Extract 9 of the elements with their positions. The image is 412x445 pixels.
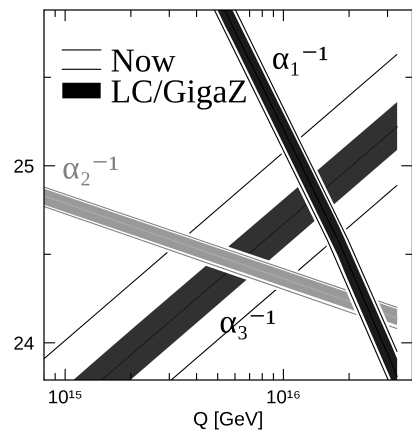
y-tick-label: 25 [14, 159, 34, 173]
annotation: α₂⁻¹ [63, 156, 118, 186]
y-tick-label: 24 [14, 336, 34, 350]
legend-label: LC/GigaZ [112, 80, 246, 110]
x-tick-label: 10¹⁶ [267, 390, 300, 404]
x-axis-title: Q [GeV] [194, 411, 262, 430]
x-tick-label: 10¹⁵ [49, 390, 82, 404]
annotation: α₁⁻¹ [273, 46, 328, 76]
legend-label: Now [112, 50, 176, 72]
